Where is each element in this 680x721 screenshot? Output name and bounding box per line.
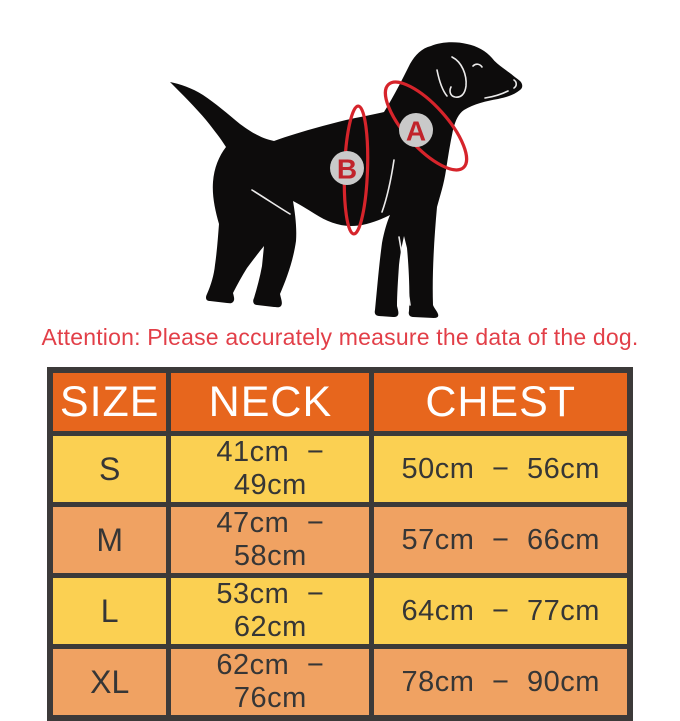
size-cell: L bbox=[47, 573, 172, 649]
eye-line bbox=[472, 63, 483, 68]
front-leg-separation-line bbox=[398, 236, 411, 306]
neck-label-letter: A bbox=[406, 116, 426, 147]
chest-range-cell: 57cm − 66cm bbox=[369, 502, 633, 578]
neck-range-cell: 53cm − 62cm bbox=[166, 573, 375, 649]
size-row-m: M 47cm − 58cm 57cm − 66cm bbox=[47, 502, 633, 578]
chest-range-cell: 64cm − 77cm bbox=[369, 573, 633, 649]
haunch-line bbox=[251, 189, 291, 215]
header-chest: CHEST bbox=[369, 367, 633, 436]
attention-text: Attention: Please accurately measure the… bbox=[41, 324, 639, 350]
header-size: SIZE bbox=[47, 367, 172, 436]
size-cell: S bbox=[47, 431, 172, 507]
size-row-xl: XL 62cm − 76cm 78cm − 90cm bbox=[47, 644, 633, 721]
neck-range-cell: 47cm − 58cm bbox=[166, 502, 375, 578]
size-chart-header-row: SIZE NECK CHEST bbox=[47, 367, 633, 436]
head-crease-line bbox=[436, 69, 448, 97]
jaw-line bbox=[484, 90, 509, 99]
size-cell: M bbox=[47, 502, 172, 578]
chest-range-cell: 78cm − 90cm bbox=[369, 644, 633, 721]
neck-label-circle bbox=[399, 113, 433, 147]
chest-range-cell: 50cm − 56cm bbox=[369, 431, 633, 507]
ear-outline-line bbox=[449, 56, 467, 98]
header-neck: NECK bbox=[166, 367, 375, 436]
chest-label-letter: B bbox=[337, 154, 357, 185]
size-chart-table: SIZE NECK CHEST S 41cm − 49cm 50cm − 56c… bbox=[47, 367, 633, 721]
neck-range-cell: 41cm − 49cm bbox=[166, 431, 375, 507]
size-row-l: L 53cm − 62cm 64cm − 77cm bbox=[47, 573, 633, 649]
size-row-s: S 41cm − 49cm 50cm − 56cm bbox=[47, 431, 633, 507]
chest-label-circle bbox=[330, 151, 364, 185]
nostril-line bbox=[513, 79, 518, 89]
neck-range-cell: 62cm − 76cm bbox=[166, 644, 375, 721]
shoulder-line bbox=[381, 159, 395, 213]
dog-measurement-figure: A B bbox=[170, 42, 523, 318]
size-cell: XL bbox=[47, 644, 172, 721]
